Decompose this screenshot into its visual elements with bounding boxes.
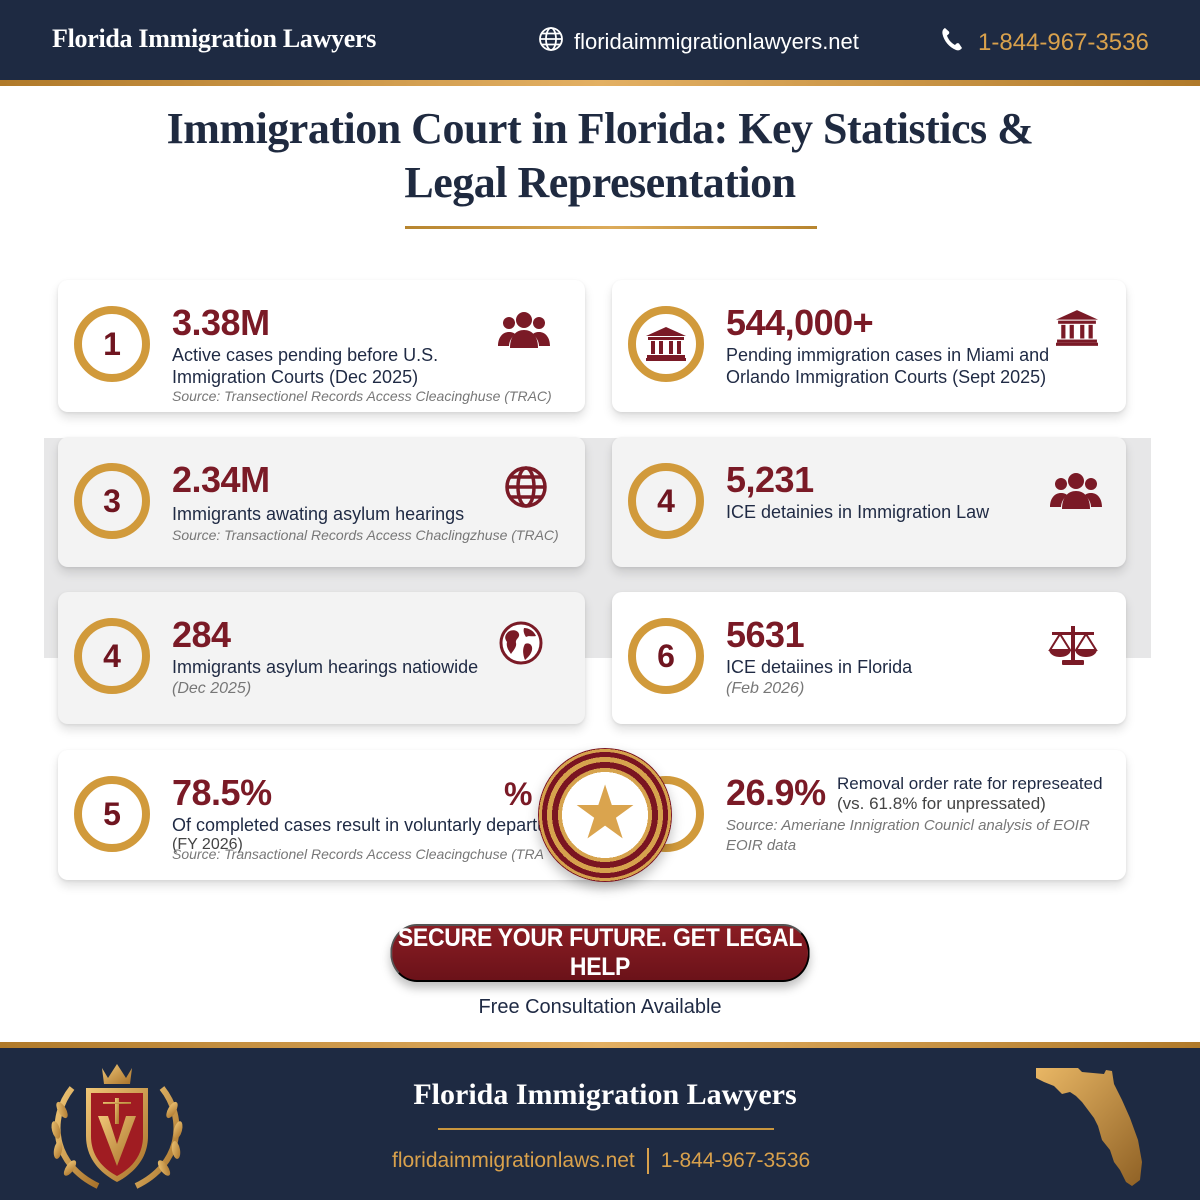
stat-description: Of completed cases result in voluntarly … [172,815,579,835]
header-brand-name: Florida Immigration Lawyers [52,24,377,53]
footer-phone-link[interactable]: 1-844-967-3536 [660,1149,811,1172]
footer-brand-name: Florida Immigration Lawyers [413,1078,797,1111]
stat-value: 284 [172,614,231,655]
florida-map-icon [1030,1066,1170,1192]
stat-value: 5631 [726,614,805,655]
stat-source: Source: Transectionel Records Access Cle… [172,388,552,404]
title-divider [405,226,817,229]
stat-card-8: 26.9% Removal order rate for represeated… [612,750,1126,880]
header-phone-link[interactable]: 1-844-967-3536 [940,26,1149,59]
courthouse-icon [1056,310,1108,354]
star-icon: ★ [571,771,639,854]
people-group-icon [498,310,550,354]
globe-grid-icon [504,465,556,509]
earth-icon [498,620,550,665]
header-phone-text: 1-844-967-3536 [978,28,1149,56]
stat-source-line-1: Source: Ameriane Innigration Counicl ana… [726,817,1090,834]
stat-card-2: 544,000+ Pending immigration cases in Mi… [612,280,1126,412]
stat-description-line-2: (vs. 61.8% for unpressated) [837,794,1046,813]
stat-description: Immigrants asylum hearings natiowide [172,657,479,677]
number-badge: 1 [74,306,150,382]
footer-bar [0,1048,1200,1200]
stat-source: Source: Ameriane Innigration Counicl ana… [726,816,1090,856]
stat-card-4: 4 5,231 ICE detainies in Immigration Law [612,437,1126,567]
page-title-line-1: Immigration Court in Florida: Key Statis… [166,104,1034,153]
header-gold-rule [0,80,1200,86]
stat-description-line-2: Immigration Courts (Dec 2025) [172,367,419,387]
courthouse-badge [628,306,704,382]
star-seal-badge: ★ [538,748,672,882]
people-group-icon [1050,471,1102,515]
footer-divider [438,1128,774,1130]
stat-date: (Feb 2026) [726,680,805,697]
stat-description: ICE detainies in Immigration Law [726,502,990,522]
stat-card-7: 5 78.5% Of completed cases result in vol… [58,750,618,880]
get-legal-help-button[interactable]: SECURE YOUR FUTURE. GET LEGAL HELP [390,924,810,982]
stat-source: Source: Transactional Records Access Cha… [172,527,559,543]
stat-source: Source: Transactionel Records Access Cle… [172,846,544,862]
stat-value: 2.34M [172,459,270,500]
number-badge: 5 [74,776,150,852]
stat-description: Immigrants awating asylum hearings [172,504,465,524]
phone-icon [940,26,964,59]
stat-description-line-1: Removal order rate for represeated [837,774,1103,793]
top-header-bar [0,0,1200,80]
globe-icon [538,26,564,58]
stat-value: 26.9% [726,772,826,813]
number-badge: 4 [628,463,704,539]
stat-card-1: 1 3.38M Active cases pending before U.S.… [58,280,585,412]
stat-card-5: 4 284 Immigrants asylum hearings natiowi… [58,592,585,724]
header-website-text: floridaimmigrationlawyers.net [574,29,859,54]
stat-card-6: 6 5631 ICE detaiines in Florida (Feb 202… [612,592,1126,724]
number-badge: 4 [74,618,150,694]
footer-gold-rule [0,1042,1200,1048]
scales-icon [1048,626,1100,670]
stat-card-3: 3 2.34M Immigrants awating asylum hearin… [58,437,585,567]
stat-value: 5,231 [726,459,814,500]
stat-date: (FY 2026) [172,836,243,853]
header-website-link[interactable]: floridaimmigrationlawyers.net [538,26,859,58]
stat-description: Pending immigration cases in Miami and O… [726,344,1049,388]
law-firm-crest-logo [42,1058,192,1194]
stat-description: Active cases pending before U.S. Immigra… [172,344,438,388]
stat-value: 78.5% [172,772,272,813]
free-consultation-text: Free Consultation Available [478,996,722,1018]
number-badge: 6 [628,618,704,694]
page-title: Immigration Court in Florida: Key Statis… [0,102,1200,210]
footer-contact: floridaimmigrationlaws.net 1-844-967-353… [392,1148,810,1174]
number-badge: 3 [74,463,150,539]
page-title-line-2: Legal Representation [404,158,796,207]
stat-description: Removal order rate for represeated (vs. … [837,774,1103,814]
stat-description: ICE detaiines in Florida [726,657,913,677]
footer-website-link[interactable]: floridaimmigrationlaws.net [392,1149,635,1172]
percent-icon: % [504,776,532,812]
stat-description-line-1: Pending immigration cases in Miami and [726,345,1050,365]
stat-value: 544,000+ [726,302,874,343]
footer-separator [646,1148,649,1174]
stat-date: (Dec 2025) [172,680,252,697]
stat-description-line-1: Active cases pending before U.S. [172,345,439,365]
stat-value: 3.38M [172,302,270,343]
stat-description-line-2: Orlando Immigration Courts (Sept 2025) [726,367,1047,387]
stat-source-line-2: EOIR data [726,837,797,854]
courthouse-icon [646,327,686,361]
